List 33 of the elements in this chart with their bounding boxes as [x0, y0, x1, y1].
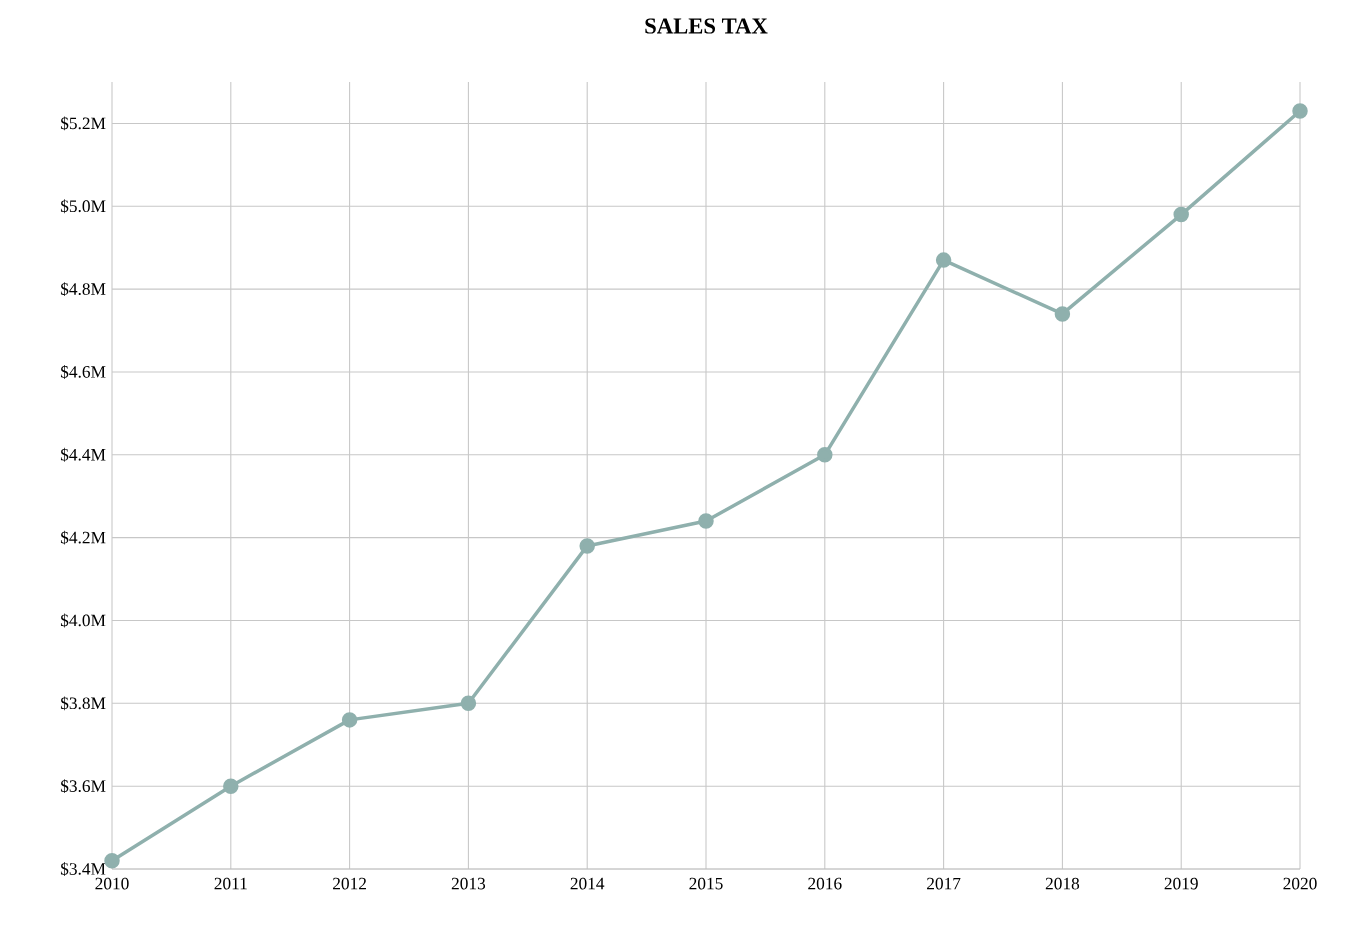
- y-tick-label: $4.0M: [60, 613, 106, 628]
- x-tick-label: 2012: [333, 877, 366, 890]
- x-tick-label: 2015: [689, 877, 723, 890]
- x-tick-label: 2017: [927, 877, 961, 890]
- point: [223, 778, 239, 794]
- point: [1292, 103, 1308, 119]
- x-tick-label: 2018: [1045, 877, 1080, 890]
- point: [935, 252, 952, 268]
- point: [698, 513, 714, 529]
- y-tick-label: $4.8M: [60, 282, 106, 297]
- point: [341, 712, 358, 728]
- y-tick-label: $5.0M: [60, 199, 106, 214]
- y-tick-label: $5.2M: [60, 116, 106, 131]
- y-tick-label: $3.6M: [60, 779, 106, 794]
- point: [104, 852, 120, 869]
- y-tick-label: $4.6M: [60, 365, 106, 379]
- y-tick-label: $3.8M: [60, 696, 106, 711]
- x-tick-label: 2019: [1164, 877, 1198, 890]
- chart-title: SALES TAX: [645, 18, 768, 34]
- x-tick-label: 2014: [570, 877, 605, 890]
- point: [579, 538, 595, 554]
- y-tick-label: $3.4M: [60, 862, 106, 876]
- x-tick-label: 2011: [214, 877, 247, 890]
- x-tick-label: 2013: [451, 877, 486, 890]
- y-tick-label: $4.2M: [60, 530, 106, 545]
- x-tick-label: 2020: [1283, 877, 1317, 890]
- x-tick-label: 2010: [95, 877, 129, 890]
- y-tick-label: $4.4M: [60, 447, 106, 462]
- point: [817, 447, 833, 463]
- point: [1054, 306, 1071, 322]
- point: [1173, 206, 1189, 223]
- x-tick-label: 2016: [808, 877, 842, 890]
- point: [460, 695, 477, 712]
